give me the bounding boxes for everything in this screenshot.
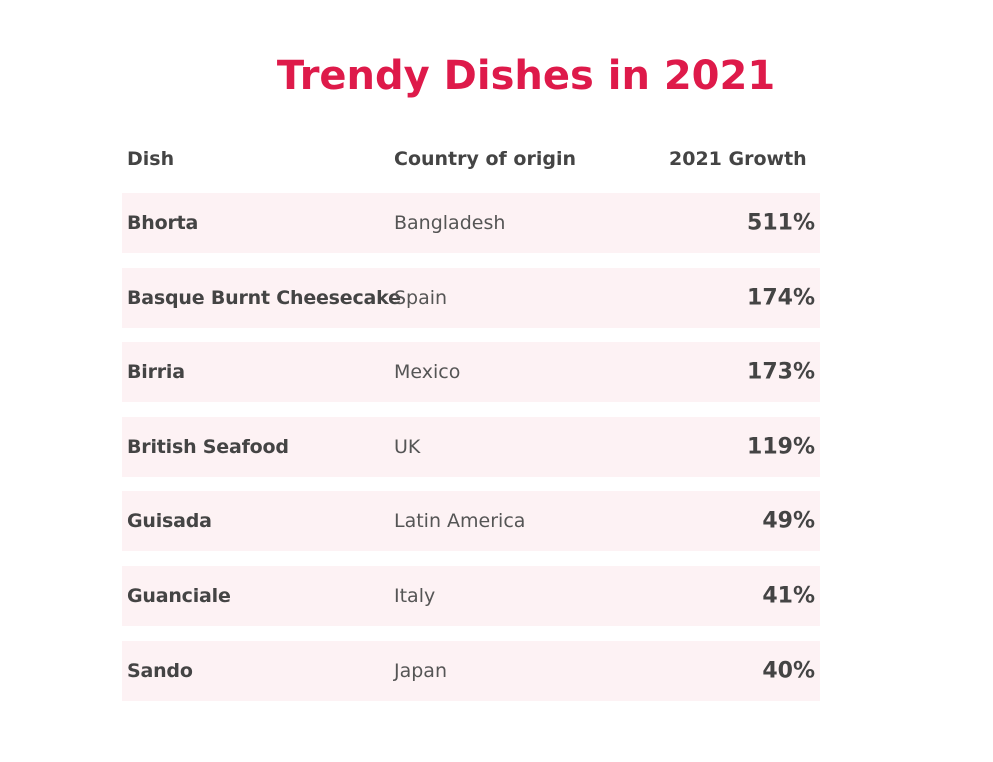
table-row: Guanciale Italy 41% [122,565,820,626]
table-body: Bhorta Bangladesh 511% Basque Burnt Chee… [122,193,820,715]
table-header: Dish Country of origin 2021 Growth [122,140,820,180]
growth-cell: 119% [747,434,815,460]
table-row: British Seafood UK 119% [122,416,820,477]
dish-cell: Bhorta [127,212,199,234]
dish-cell: Birria [127,361,185,384]
table-row: Birria Mexico 173% [122,342,820,403]
growth-cell: 173% [747,359,815,385]
dish-cell: Guisada [127,510,212,533]
dish-cell: Basque Burnt Cheesecake [127,286,401,309]
country-cell: Bangladesh [394,212,506,234]
table-row: Basque Burnt Cheesecake Spain 174% [122,267,820,328]
growth-cell: 40% [762,658,815,684]
country-cell: UK [394,435,421,458]
growth-cell: 49% [762,508,815,534]
column-header-growth: 2021 Growth [669,148,807,170]
table-row: Sando Japan 40% [122,640,820,701]
column-header-dish: Dish [127,148,175,170]
trendy-dishes-table: Dish Country of origin 2021 Growth Bhort… [122,140,820,701]
dish-cell: British Seafood [127,435,289,458]
country-cell: Japan [394,659,447,682]
growth-cell: 174% [747,285,815,311]
table-row: Guisada Latin America 49% [122,491,820,552]
country-cell: Latin America [394,510,526,533]
page-title: Trendy Dishes in 2021 [276,53,776,99]
dish-cell: Guanciale [127,584,231,607]
table-row: Bhorta Bangladesh 511% [122,193,820,253]
growth-cell: 511% [747,210,815,236]
country-cell: Italy [394,584,436,607]
dish-cell: Sando [127,659,193,682]
growth-cell: 41% [762,583,815,609]
country-cell: Mexico [394,361,461,384]
column-header-country: Country of origin [394,148,577,170]
country-cell: Spain [394,286,448,309]
